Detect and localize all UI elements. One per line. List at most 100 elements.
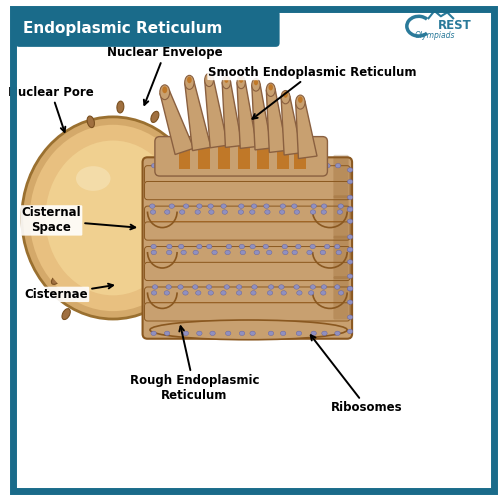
Ellipse shape <box>310 210 316 214</box>
Ellipse shape <box>266 164 272 168</box>
Ellipse shape <box>240 331 244 336</box>
Ellipse shape <box>263 244 268 249</box>
Ellipse shape <box>52 275 61 284</box>
Ellipse shape <box>325 164 330 168</box>
Polygon shape <box>266 89 287 152</box>
Ellipse shape <box>151 112 159 122</box>
Ellipse shape <box>311 331 316 336</box>
Ellipse shape <box>298 96 302 103</box>
Ellipse shape <box>282 244 288 249</box>
Ellipse shape <box>348 300 353 304</box>
Ellipse shape <box>195 210 200 214</box>
Ellipse shape <box>336 164 341 168</box>
Ellipse shape <box>250 244 256 249</box>
Ellipse shape <box>348 180 353 184</box>
Ellipse shape <box>174 290 184 300</box>
Ellipse shape <box>164 290 170 295</box>
FancyBboxPatch shape <box>144 262 350 280</box>
Ellipse shape <box>226 331 231 336</box>
Ellipse shape <box>183 290 188 295</box>
Ellipse shape <box>294 210 300 214</box>
Ellipse shape <box>296 95 305 109</box>
FancyBboxPatch shape <box>334 196 348 238</box>
Ellipse shape <box>337 210 342 214</box>
Ellipse shape <box>254 250 260 254</box>
Ellipse shape <box>192 285 198 289</box>
Ellipse shape <box>178 285 183 289</box>
Ellipse shape <box>311 204 316 208</box>
Bar <box>277 145 289 169</box>
Text: Endoplasmic Reticulum: Endoplasmic Reticulum <box>23 20 222 36</box>
Ellipse shape <box>250 290 256 295</box>
Ellipse shape <box>338 204 344 208</box>
FancyBboxPatch shape <box>334 276 348 320</box>
Ellipse shape <box>348 208 353 212</box>
Ellipse shape <box>74 164 113 194</box>
Ellipse shape <box>294 285 300 289</box>
Text: Cisternae: Cisternae <box>24 284 113 301</box>
FancyBboxPatch shape <box>144 222 350 240</box>
Ellipse shape <box>268 331 274 336</box>
Ellipse shape <box>220 290 226 295</box>
Ellipse shape <box>348 206 353 211</box>
Text: Ribosomes: Ribosomes <box>311 336 402 414</box>
FancyBboxPatch shape <box>334 236 348 279</box>
Polygon shape <box>150 181 344 197</box>
Ellipse shape <box>87 116 94 128</box>
Ellipse shape <box>204 74 214 86</box>
Ellipse shape <box>321 210 326 214</box>
Ellipse shape <box>296 331 302 336</box>
Ellipse shape <box>224 285 230 289</box>
Ellipse shape <box>206 285 212 289</box>
Ellipse shape <box>196 290 201 295</box>
FancyBboxPatch shape <box>144 206 350 225</box>
Polygon shape <box>150 222 344 237</box>
Ellipse shape <box>278 285 284 289</box>
Ellipse shape <box>254 80 258 86</box>
Ellipse shape <box>268 290 272 295</box>
Ellipse shape <box>236 285 242 289</box>
Ellipse shape <box>62 308 70 320</box>
FancyBboxPatch shape <box>144 303 350 321</box>
Ellipse shape <box>166 250 172 254</box>
Ellipse shape <box>166 244 172 249</box>
FancyBboxPatch shape <box>334 155 348 198</box>
Ellipse shape <box>282 164 287 168</box>
Ellipse shape <box>280 204 285 208</box>
Ellipse shape <box>150 210 156 214</box>
Polygon shape <box>150 302 344 318</box>
Ellipse shape <box>196 244 202 249</box>
Text: Olympiads: Olympiads <box>414 31 455 40</box>
Ellipse shape <box>160 85 170 100</box>
Ellipse shape <box>250 331 256 336</box>
FancyBboxPatch shape <box>144 287 350 305</box>
FancyBboxPatch shape <box>142 158 352 338</box>
Ellipse shape <box>194 172 205 180</box>
Ellipse shape <box>266 250 272 254</box>
Ellipse shape <box>348 219 353 224</box>
Ellipse shape <box>32 128 194 308</box>
Ellipse shape <box>252 204 257 208</box>
Ellipse shape <box>42 136 184 300</box>
Ellipse shape <box>225 250 230 254</box>
Ellipse shape <box>183 331 188 336</box>
Ellipse shape <box>307 250 312 254</box>
Ellipse shape <box>164 210 170 214</box>
Ellipse shape <box>117 101 124 113</box>
Ellipse shape <box>334 244 340 249</box>
Ellipse shape <box>238 204 244 208</box>
FancyBboxPatch shape <box>16 10 280 47</box>
Ellipse shape <box>268 285 274 289</box>
Ellipse shape <box>152 285 158 289</box>
Bar <box>178 145 190 169</box>
Polygon shape <box>150 262 344 278</box>
Ellipse shape <box>348 329 353 334</box>
Polygon shape <box>237 82 257 148</box>
Ellipse shape <box>264 210 270 214</box>
Text: REST: REST <box>438 18 472 32</box>
Ellipse shape <box>221 204 226 208</box>
Ellipse shape <box>196 204 202 208</box>
FancyBboxPatch shape <box>144 182 350 200</box>
Ellipse shape <box>226 244 232 249</box>
Ellipse shape <box>292 250 298 254</box>
